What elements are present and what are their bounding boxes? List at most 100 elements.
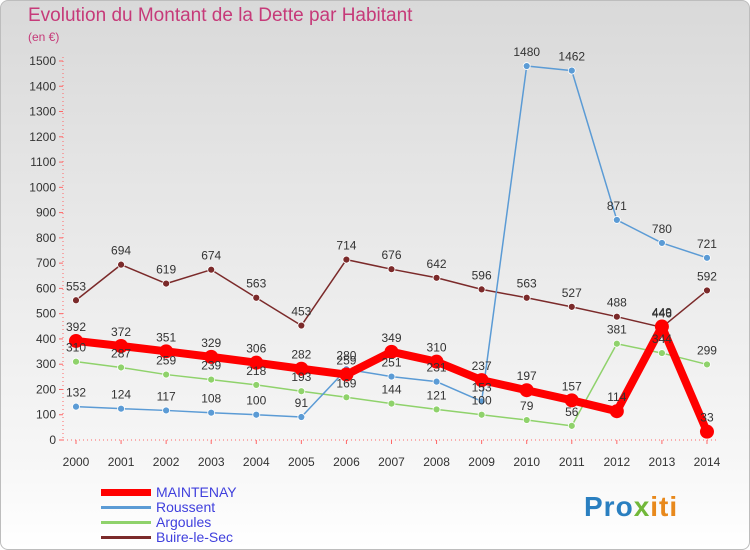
x-tick-label: 2003: [198, 455, 225, 469]
data-point-maintenay: [519, 383, 534, 398]
y-tick-label: 1200: [29, 130, 56, 144]
data-point-maintenay: [69, 333, 83, 348]
x-tick-label: 2008: [423, 455, 450, 469]
data-point-maintenay: [564, 393, 579, 408]
legend-swatch-buire-le-sec: [101, 536, 151, 539]
x-tick-label: 2002: [153, 455, 180, 469]
x-tick-label: 2007: [378, 455, 405, 469]
data-point-roussent: [567, 66, 576, 75]
data-point-maintenay: [654, 319, 669, 334]
data-point-argoules: [387, 399, 396, 408]
data-label-buire-le-sec: 563: [517, 277, 537, 291]
y-tick-label: 1100: [30, 155, 56, 169]
data-label-buire-le-sec: 453: [291, 305, 311, 319]
y-tick-label: 1000: [29, 180, 56, 194]
data-label-argoules: 287: [111, 346, 131, 360]
data-label-buire-le-sec: 596: [472, 268, 492, 282]
data-label-argoules: 310: [66, 341, 86, 355]
data-point-roussent: [658, 239, 666, 247]
data-point-buire-le-sec: [612, 312, 621, 321]
data-label-buire-le-sec: 642: [427, 257, 447, 271]
data-label-argoules: 381: [607, 323, 627, 337]
data-point-buire-le-sec: [522, 293, 531, 302]
data-point-argoules: [207, 375, 216, 384]
data-point-maintenay: [249, 355, 264, 370]
data-label-maintenay: 197: [517, 369, 537, 383]
data-point-maintenay: [159, 344, 174, 359]
data-label-argoules: 344: [652, 332, 672, 346]
data-point-roussent: [387, 372, 396, 381]
data-label-roussent: 721: [697, 237, 717, 251]
data-point-argoules: [567, 421, 576, 430]
logo-part-1: Pro: [584, 491, 634, 522]
data-point-argoules: [297, 387, 306, 396]
data-point-roussent: [252, 410, 261, 419]
data-point-roussent: [477, 397, 486, 406]
x-tick-label: 2006: [333, 455, 360, 469]
x-tick-label: 2004: [243, 455, 270, 469]
data-point-maintenay: [204, 349, 219, 364]
data-label-maintenay: 392: [66, 320, 86, 334]
data-label-roussent: 871: [607, 199, 627, 213]
data-label-argoules: 56: [565, 405, 579, 419]
data-point-argoules: [72, 357, 80, 366]
data-point-maintenay: [294, 361, 309, 376]
data-label-maintenay: 33: [700, 411, 714, 425]
data-label-buire-le-sec: 446: [652, 306, 672, 320]
data-label-maintenay: 282: [291, 348, 311, 362]
data-point-argoules: [522, 416, 531, 424]
data-label-buire-le-sec: 619: [156, 263, 176, 277]
data-label-roussent: 117: [157, 389, 176, 403]
chart-legend: MAINTENAY Roussent Argoules Buire-le-Sec: [101, 485, 321, 545]
data-point-roussent: [117, 404, 125, 413]
legend-label-roussent: Roussent: [156, 499, 216, 515]
data-label-argoules: 218: [246, 364, 266, 378]
logo-part-3: iti: [650, 491, 679, 522]
data-label-argoules: 259: [156, 354, 176, 368]
data-point-buire-le-sec: [567, 302, 576, 311]
data-point-buire-le-sec: [342, 255, 351, 264]
data-point-roussent: [207, 408, 216, 417]
data-label-maintenay: 306: [246, 342, 266, 356]
data-label-argoules: 121: [427, 388, 447, 402]
data-point-maintenay: [114, 339, 129, 354]
data-point-maintenay: [609, 404, 624, 419]
legend-label-argoules: Argoules: [156, 514, 212, 530]
data-point-argoules: [477, 410, 486, 419]
data-point-buire-le-sec: [387, 265, 396, 274]
data-point-argoules: [432, 405, 441, 414]
data-label-buire-le-sec: 676: [381, 248, 401, 262]
data-point-buire-le-sec: [297, 321, 306, 330]
x-tick-label: 2005: [288, 455, 315, 469]
data-label-maintenay: 310: [427, 341, 447, 355]
data-label-argoules: 79: [520, 399, 534, 413]
data-label-buire-le-sec: 592: [697, 269, 717, 283]
data-point-argoules: [252, 381, 261, 389]
data-label-argoules: 169: [336, 376, 356, 390]
data-point-argoules: [342, 393, 351, 402]
data-point-buire-le-sec: [162, 279, 171, 288]
data-label-buire-le-sec: 527: [562, 286, 582, 300]
data-label-buire-le-sec: 714: [336, 239, 356, 253]
data-label-buire-le-sec: 694: [111, 244, 131, 258]
x-tick-label: 2011: [559, 455, 585, 469]
data-label-argoules: 299: [697, 343, 717, 357]
data-point-buire-le-sec: [117, 260, 125, 269]
data-label-argoules: 193: [291, 370, 311, 384]
data-label-buire-le-sec: 553: [66, 279, 86, 293]
data-point-maintenay: [429, 354, 444, 369]
y-tick-label: 700: [36, 256, 56, 270]
data-label-buire-le-sec: 488: [607, 296, 627, 310]
y-tick-label: 100: [36, 408, 56, 422]
x-tick-label: 2009: [468, 455, 495, 469]
data-point-buire-le-sec: [252, 293, 261, 302]
legend-label-maintenay: MAINTENAY: [156, 484, 237, 500]
data-label-maintenay: 449: [652, 306, 672, 320]
y-tick-label: 1500: [29, 54, 56, 68]
data-label-maintenay: 349: [381, 331, 401, 345]
data-label-roussent: 124: [111, 388, 131, 402]
y-tick-label: 1300: [29, 105, 56, 119]
data-label-maintenay: 237: [472, 359, 492, 373]
data-point-argoules: [612, 339, 621, 348]
